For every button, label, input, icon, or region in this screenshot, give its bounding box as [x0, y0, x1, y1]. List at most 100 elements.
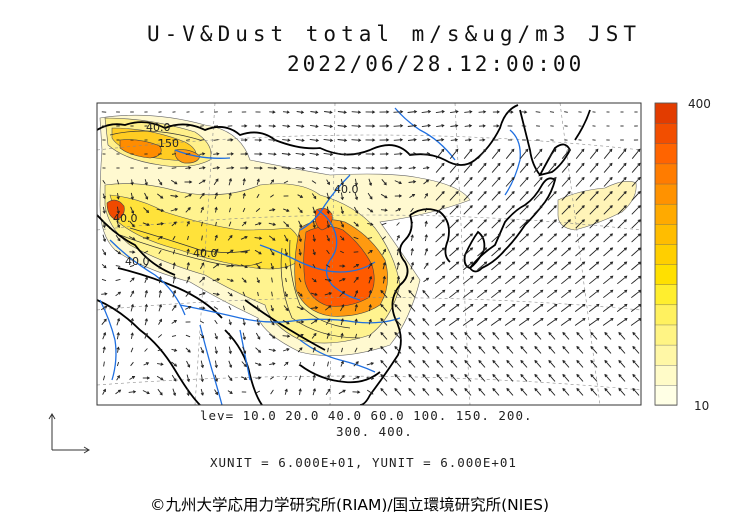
wind-arrow — [171, 374, 177, 382]
wind-arrow-head — [172, 289, 177, 294]
wind-arrow — [478, 360, 486, 368]
wind-arrow-head — [328, 291, 333, 296]
wind-arrow — [173, 262, 175, 270]
wind-arrow-head — [399, 166, 403, 170]
wind-arrow — [396, 222, 400, 226]
wind-arrow-head — [609, 162, 613, 166]
wind-arrow — [242, 346, 246, 354]
wind-arrow — [310, 124, 318, 128]
wind-arrow-head — [132, 376, 136, 379]
wind-arrow-head — [396, 248, 400, 252]
colorbar-min-label: 10 — [694, 399, 710, 413]
wind-arrow — [185, 291, 191, 297]
wind-arrow — [367, 263, 373, 269]
wind-arrow-head — [441, 176, 445, 181]
wind-arrow-head — [595, 148, 599, 152]
wind-arrow-head — [590, 331, 594, 336]
wind-arrow-head — [341, 290, 346, 295]
wind-arrow — [186, 388, 190, 396]
wind-arrow — [226, 167, 234, 169]
wind-arrow-head — [216, 263, 220, 267]
colorbar-step — [654, 122, 678, 144]
wind-arrow — [366, 362, 374, 366]
wind-arrow — [281, 167, 291, 169]
wind-arrow — [326, 179, 330, 185]
wind-arrow-head — [524, 110, 528, 114]
wind-arrow-head — [214, 234, 218, 238]
wind-arrow — [200, 374, 204, 382]
wind-arrow — [589, 163, 599, 173]
plot-frame — [96, 102, 642, 406]
wind-arrow-head — [470, 261, 474, 265]
wind-arrow — [297, 194, 303, 198]
wind-arrow — [325, 264, 331, 268]
wind-arrow-head — [470, 303, 474, 307]
wind-arrow — [562, 374, 570, 382]
wind-arrow — [394, 388, 402, 396]
wind-arrow-head — [188, 193, 193, 197]
wind-arrow-head — [287, 166, 292, 170]
wind-arrow-head — [497, 162, 501, 166]
wind-arrow-head — [244, 138, 248, 142]
wind-arrow — [227, 291, 233, 297]
wind-arrow-head — [368, 275, 373, 280]
wind-arrow-head — [272, 237, 276, 241]
wind-arrow — [117, 347, 119, 353]
wind-arrow — [407, 111, 417, 113]
chart-title: U-V&Dust total m/s&ug/m3 JST — [147, 22, 642, 46]
wind-arrow — [256, 277, 260, 283]
wind-arrow-head — [610, 317, 614, 321]
wind-arrow — [617, 177, 627, 187]
wind-arrow-head — [498, 261, 502, 265]
wind-arrow — [534, 346, 542, 354]
wind-arrow-head — [299, 209, 303, 214]
wind-arrow — [254, 222, 262, 226]
wind-arrow-head — [483, 233, 488, 237]
wind-arrow — [478, 346, 486, 354]
wind-arrow-head — [329, 152, 334, 157]
wind-arrow — [268, 333, 276, 339]
wind-arrow-head — [243, 350, 247, 354]
wind-arrow — [353, 277, 359, 283]
wind-arrow-head — [408, 359, 412, 364]
wind-arrow-head — [200, 392, 204, 396]
wind-arrow-head — [200, 364, 205, 369]
wind-arrow — [505, 289, 515, 299]
wind-arrow — [297, 347, 303, 353]
wind-arrow — [101, 293, 107, 295]
colorbar-step — [654, 143, 678, 165]
wind-arrow — [617, 275, 627, 285]
wind-arrow — [296, 111, 304, 113]
wind-arrow-head — [329, 110, 333, 114]
wind-arrow — [380, 193, 388, 199]
wind-arrow-head — [200, 206, 204, 210]
wind-arrow — [351, 139, 361, 141]
wind-arrow-head — [506, 331, 510, 336]
wind-arrow — [396, 262, 400, 270]
wind-arrow-head — [637, 176, 641, 181]
wind-arrow-head — [357, 124, 362, 128]
wind-arrow — [602, 318, 614, 326]
wind-arrow-head — [146, 209, 150, 213]
wind-arrow — [547, 289, 557, 299]
wind-arrow — [631, 191, 641, 201]
wind-arrow — [312, 206, 316, 214]
wind-arrow — [519, 177, 529, 187]
wind-arrow — [424, 248, 428, 256]
wind-arrow-head — [424, 220, 428, 224]
wind-arrow-head — [624, 275, 628, 279]
wind-arrow-head — [478, 373, 482, 378]
wind-arrow-head — [478, 345, 482, 350]
wind-arrow-head — [441, 233, 446, 237]
colorbar-step — [654, 203, 678, 225]
wind-arrow — [142, 390, 150, 394]
wind-arrow — [199, 320, 205, 324]
wind-arrow-head — [272, 124, 277, 128]
wind-arrow — [268, 222, 276, 226]
wind-arrow-head — [144, 318, 148, 322]
wind-arrow-head — [413, 124, 418, 128]
wind-arrow-head — [539, 219, 543, 223]
wind-arrow — [156, 375, 164, 381]
wind-arrow-head — [470, 317, 474, 321]
wind-arrow — [505, 261, 515, 271]
